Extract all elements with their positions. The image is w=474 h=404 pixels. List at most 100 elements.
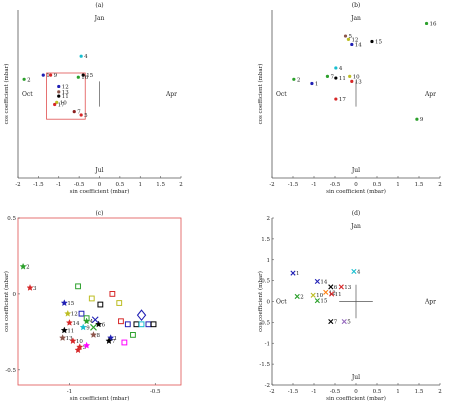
month-label-jul: Jul: [94, 167, 103, 174]
data-point-star: [105, 337, 113, 345]
data-point: [350, 42, 354, 47]
data-point-cross: [90, 323, 97, 331]
data-point-label: 11: [339, 76, 346, 82]
data-point: [57, 90, 61, 94]
x-axis-label: sin coefficient (mbar): [70, 188, 130, 195]
data-point-square: [138, 321, 145, 328]
x-tick-label: -0.5: [150, 389, 161, 395]
data-point: [334, 76, 338, 80]
y-axis-label: cos coefficient (mbar): [257, 64, 264, 125]
y-axis-label: cos coefficient (mbar): [3, 271, 10, 332]
x-tick-label: 0.5: [373, 389, 382, 395]
data-point-label: 2: [27, 77, 31, 83]
x-tick-label: -2: [15, 182, 20, 188]
x-tick-label: 0: [354, 389, 358, 395]
data-point-x: [314, 298, 320, 304]
data-point: [334, 66, 338, 70]
data-point-label: 9: [420, 117, 424, 123]
data-point-star: [107, 334, 115, 341]
data-point-label: 11: [62, 94, 69, 100]
panel-title: (c): [95, 210, 103, 217]
data-point: [292, 77, 296, 81]
x-tick-label: -2: [269, 182, 274, 188]
x-tick-label: 0.5: [373, 182, 382, 188]
x-tick-label: -1: [67, 389, 72, 395]
data-point-x: [310, 292, 316, 298]
data-point-star: [83, 341, 91, 349]
data-point-label: 4: [84, 54, 88, 60]
data-point-star: [60, 326, 68, 334]
month-label-jan: Jan: [350, 223, 361, 230]
data-point: [310, 81, 314, 86]
data-point-label: 5: [84, 113, 88, 119]
x-tick-label: -0.5: [330, 182, 341, 188]
data-point-x: [328, 318, 334, 325]
data-point-square: [83, 315, 90, 322]
data-point-star: [60, 299, 68, 307]
y-tick-label: 0: [13, 292, 17, 298]
data-point-label: 16: [430, 21, 437, 27]
data-point: [350, 79, 354, 83]
data-point-label: 1: [315, 82, 319, 88]
data-point-label: 14: [355, 42, 362, 48]
y-tick-label: -0.5: [5, 368, 16, 374]
data-point: [334, 97, 338, 101]
data-point-label: 10: [76, 339, 83, 345]
data-point: [325, 74, 330, 78]
x-tick-label: -1.5: [33, 182, 44, 188]
data-point-star: [74, 346, 82, 354]
data-point: [57, 84, 61, 89]
data-point-label: 11: [335, 292, 342, 298]
data-point-star: [64, 309, 72, 317]
x-tick-label: -0.5: [330, 389, 341, 395]
data-point-label: 2: [300, 294, 304, 300]
data-point-label: 16: [81, 75, 88, 81]
panel-title: (b): [352, 2, 361, 9]
data-point-x: [351, 268, 357, 275]
data-point-label: 17: [339, 97, 346, 103]
x-tick-label: 1: [139, 182, 143, 188]
data-point-label: 13: [62, 90, 69, 96]
data-point-label: 1: [296, 271, 300, 277]
data-point-x: [294, 293, 300, 300]
data-point-label: 13: [355, 79, 362, 85]
x-tick-label: 1: [396, 182, 400, 188]
data-point-x: [290, 270, 296, 276]
x-tick-label: 1: [396, 389, 400, 395]
x-tick-label: -1: [311, 182, 316, 188]
data-point-label: 14: [72, 321, 79, 327]
data-point: [22, 77, 26, 81]
data-point-square: [88, 295, 95, 302]
data-point: [343, 34, 348, 38]
x-axis-label: sin coefficient (mbar): [70, 395, 130, 402]
x-tick-label: -0.5: [74, 182, 85, 188]
panel-title: (a): [95, 2, 103, 9]
y-axis-label: cos coefficient (mbar): [257, 271, 264, 332]
month-label-apr: Apr: [424, 299, 436, 306]
data-point-label: 12: [62, 84, 69, 90]
data-point-square: [150, 321, 157, 328]
data-point: [348, 74, 352, 78]
data-point-star: [76, 343, 84, 351]
month-label-jan: Jan: [350, 15, 361, 22]
data-point-label: 7: [77, 110, 81, 116]
x-tick-label: -2: [269, 389, 274, 395]
data-point: [76, 75, 80, 79]
x-tick-label: 2: [438, 389, 442, 395]
y-tick-label: 2: [267, 216, 271, 222]
month-label-jul: Jul: [351, 374, 360, 381]
data-point-label: 7: [330, 74, 334, 80]
data-point-x: [314, 278, 320, 285]
x-axis-label: sin coefficient (mbar): [326, 395, 386, 402]
data-point: [415, 117, 419, 121]
data-point-square: [130, 332, 136, 338]
data-point-square: [109, 291, 116, 297]
month-label-apr: Apr: [165, 91, 177, 98]
data-point-label: 1: [46, 73, 50, 79]
y-tick-label: -1: [265, 341, 270, 347]
x-tick-label: -1.5: [288, 182, 299, 188]
month-label-oct: Oct: [276, 91, 287, 98]
x-tick-label: 1.5: [156, 182, 165, 188]
data-point-label: 12: [351, 37, 358, 43]
